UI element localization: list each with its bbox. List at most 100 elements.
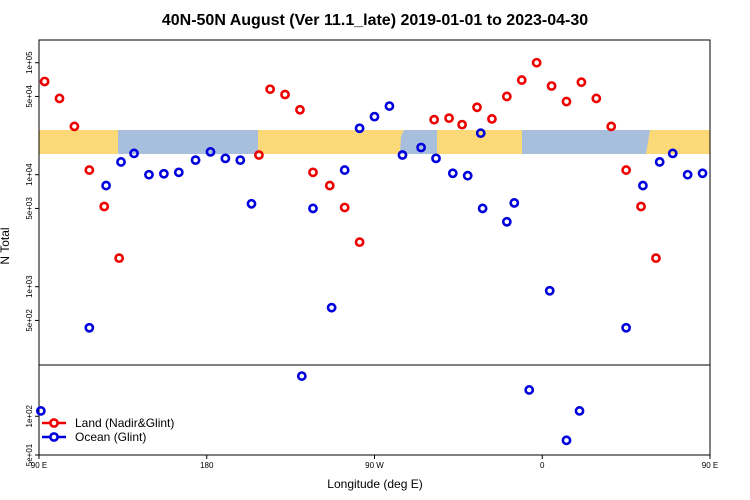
ocean-point xyxy=(308,203,318,214)
land-point xyxy=(69,121,80,132)
land-point xyxy=(621,165,632,175)
coastline xyxy=(108,130,118,154)
land-point xyxy=(354,237,365,248)
land-point xyxy=(265,84,276,95)
ocean-point xyxy=(158,168,169,179)
land-point xyxy=(280,89,290,100)
x-tick-label: 180 xyxy=(200,461,214,470)
legend-marker xyxy=(49,432,59,442)
ocean-point xyxy=(654,157,665,167)
land-point xyxy=(429,114,440,125)
land-point xyxy=(457,119,468,130)
ocean-point xyxy=(220,153,231,164)
land-point xyxy=(295,104,305,115)
y-axis: 5e+02 1e+03 5e+03 1e+04 5e+04 1e+05 5e+01 1e+02 xyxy=(25,51,39,466)
ocean-point xyxy=(190,155,201,166)
ocean-point xyxy=(173,167,184,178)
coastline xyxy=(394,130,404,154)
ocean-point xyxy=(354,123,365,134)
land-point xyxy=(339,202,350,213)
land-point xyxy=(54,93,65,104)
land-point xyxy=(606,121,617,132)
ocean-point xyxy=(144,169,154,180)
ocean-point xyxy=(326,302,337,313)
ocean-point xyxy=(697,168,708,179)
ocean-point xyxy=(501,216,512,227)
world-map-band xyxy=(39,130,710,154)
x-tick-label: 90 W xyxy=(365,461,384,470)
ocean-point xyxy=(246,198,257,209)
land-segment xyxy=(39,130,118,154)
ocean-point xyxy=(384,101,395,111)
land-point xyxy=(254,150,264,160)
x-tick-label: 90 E xyxy=(31,461,47,470)
y-tick-label: 1e+04 xyxy=(25,163,34,186)
ocean-point xyxy=(544,285,555,296)
land-point xyxy=(531,57,542,68)
ocean-point xyxy=(667,148,678,159)
coastline xyxy=(646,130,656,154)
ocean-point xyxy=(574,406,585,416)
land-point xyxy=(591,93,602,104)
x-tick-label: 90 E xyxy=(702,461,718,470)
land-segment xyxy=(258,130,398,154)
ocean-series xyxy=(35,101,708,446)
ocean-point xyxy=(431,153,441,164)
ocean-point xyxy=(621,322,632,333)
ocean-point xyxy=(638,180,648,191)
ocean-point xyxy=(235,155,246,166)
land-point xyxy=(576,77,587,88)
y-axis-label: N Total xyxy=(0,227,12,264)
ocean-point xyxy=(296,371,307,381)
ocean-point xyxy=(462,170,473,181)
ocean-point xyxy=(477,203,488,214)
land-point xyxy=(561,96,572,107)
plot-frame xyxy=(38,39,711,456)
land-segment xyxy=(650,130,710,154)
ocean-point xyxy=(116,157,126,167)
x-axis-label: Longitude (deg E) xyxy=(327,477,422,491)
land-point xyxy=(99,201,110,212)
x-axis: 90 E 180 90 W 0 90 E xyxy=(31,455,718,470)
legend: Land (Nadir&Glint)Ocean (Glint) xyxy=(42,416,174,444)
land-point xyxy=(308,167,318,178)
land-point xyxy=(444,113,454,124)
land-point xyxy=(516,75,527,85)
land-point xyxy=(651,253,661,264)
y-tick-label: 5e+04 xyxy=(25,85,34,108)
ocean-point xyxy=(509,198,520,208)
land-point xyxy=(636,201,646,212)
ocean-point xyxy=(447,168,458,179)
y-tick-label: 5e+02 xyxy=(25,309,34,332)
land-point xyxy=(84,165,95,175)
land-point xyxy=(324,180,335,191)
ocean-point xyxy=(129,148,139,159)
data-points xyxy=(35,57,708,446)
ocean-point xyxy=(682,169,693,180)
y-tick-label: 1e+02 xyxy=(25,404,34,427)
legend-marker xyxy=(49,418,59,428)
ocean-point xyxy=(35,406,46,416)
land-series xyxy=(39,57,661,264)
y-tick-label: 1e+05 xyxy=(25,51,34,74)
ocean-point xyxy=(84,322,95,333)
x-tick-label: 0 xyxy=(540,461,545,470)
land-point xyxy=(114,253,125,264)
land-segment xyxy=(437,130,522,154)
ocean-point xyxy=(339,165,350,175)
ocean-point xyxy=(369,111,380,122)
legend-label: Ocean (Glint) xyxy=(75,430,146,444)
legend-label: Land (Nadir&Glint) xyxy=(75,416,174,430)
coastline xyxy=(512,130,522,154)
chart-title: 40N-50N August (Ver 11.1_late) 2019-01-0… xyxy=(162,12,588,29)
land-point xyxy=(39,76,50,87)
land-point xyxy=(487,114,497,124)
ocean-point xyxy=(101,180,111,191)
ocean-point xyxy=(397,150,408,160)
ocean-point xyxy=(524,385,535,395)
ocean-point xyxy=(205,146,216,157)
ocean-point xyxy=(416,142,426,153)
land-point xyxy=(546,81,557,91)
land-point xyxy=(501,91,512,102)
